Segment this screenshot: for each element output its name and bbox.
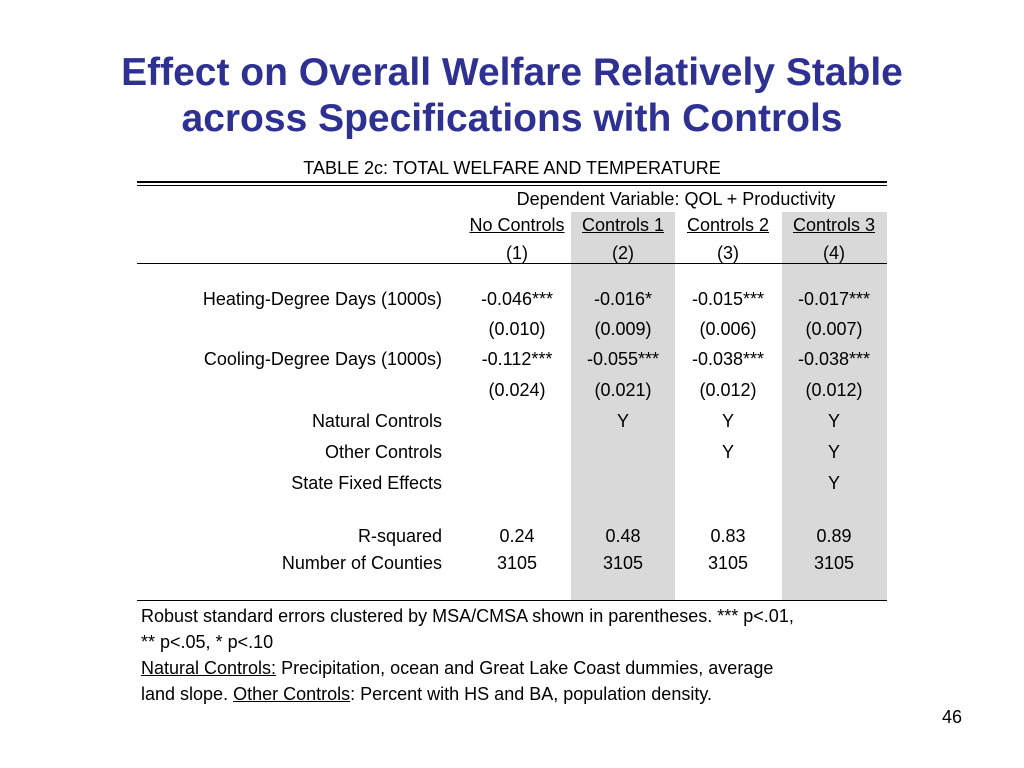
notes-natural-controls: Natural Controls: Precipitation, ocean a… bbox=[141, 655, 886, 681]
table-cell: Y bbox=[616, 411, 629, 431]
notes-other-controls: land slope. Other Controls: Percent with… bbox=[141, 681, 886, 707]
table-cell: (0.010) bbox=[488, 319, 546, 339]
row-label: R-squared bbox=[357, 526, 442, 546]
column-header-3: Controls 2 bbox=[686, 215, 770, 235]
table-cell: (0.024) bbox=[488, 380, 546, 400]
page-number: 46 bbox=[941, 707, 962, 727]
top-rule-1 bbox=[137, 181, 887, 183]
column-number-4: (4) bbox=[823, 243, 845, 263]
natural-controls-text: Precipitation, ocean and Great Lake Coas… bbox=[276, 658, 774, 678]
row-label: Natural Controls bbox=[311, 411, 442, 431]
table-notes: Robust standard errors clustered by MSA/… bbox=[141, 603, 886, 707]
table-cell: Y bbox=[827, 411, 840, 431]
table-cell: -0.017*** bbox=[797, 289, 871, 309]
table-cell: 0.48 bbox=[605, 526, 641, 546]
header-rule bbox=[137, 263, 887, 264]
natural-controls-text-2: land slope. bbox=[141, 684, 234, 704]
row-label: Heating-Degree Days (1000s) bbox=[202, 289, 442, 309]
table-cell: 3105 bbox=[602, 553, 644, 573]
table-caption: TABLE 2c: TOTAL WELFARE AND TEMPERATURE bbox=[303, 158, 721, 178]
row-label: Cooling-Degree Days (1000s) bbox=[203, 349, 442, 369]
table-cell: -0.046*** bbox=[480, 289, 554, 309]
other-controls-label: Other Controls bbox=[233, 684, 351, 704]
notes-line-2: ** p<.05, * p<.10 bbox=[141, 632, 274, 652]
table-cell: -0.038*** bbox=[797, 349, 871, 369]
table-cell: 3105 bbox=[707, 553, 749, 573]
table-cell: (0.006) bbox=[699, 319, 757, 339]
table-cell: Y bbox=[827, 442, 840, 462]
slide-title: Effect on Overall Welfare Relatively Sta… bbox=[0, 50, 1024, 142]
table-cell: -0.016* bbox=[593, 289, 653, 309]
table-cell: (0.012) bbox=[805, 380, 863, 400]
column-number-2: (2) bbox=[612, 243, 634, 263]
table-cell: (0.012) bbox=[699, 380, 757, 400]
table-cell: (0.007) bbox=[805, 319, 863, 339]
notes-line-1: Robust standard errors clustered by MSA/… bbox=[141, 606, 794, 626]
natural-controls-label: Natural Controls: bbox=[141, 658, 277, 678]
table-cell: Y bbox=[827, 473, 840, 493]
row-label: State Fixed Effects bbox=[291, 473, 442, 493]
title-line-2: across Specifications with Controls bbox=[181, 97, 843, 140]
column-header-2: Controls 1 bbox=[581, 215, 665, 235]
top-rule-2 bbox=[137, 185, 887, 186]
shade-column-2 bbox=[571, 212, 675, 600]
bottom-rule bbox=[137, 600, 887, 601]
column-number-1: (1) bbox=[506, 243, 528, 263]
dependent-variable-label: Dependent Variable: QOL + Productivity bbox=[516, 189, 836, 209]
column-header-4: Controls 3 bbox=[792, 215, 876, 235]
table-cell: Y bbox=[721, 442, 734, 462]
title-line-1: Effect on Overall Welfare Relatively Sta… bbox=[121, 51, 903, 94]
table-cell: -0.015*** bbox=[691, 289, 765, 309]
shade-column-4 bbox=[782, 212, 887, 600]
column-header-1: No Controls bbox=[469, 215, 565, 235]
table-cell: -0.038*** bbox=[691, 349, 765, 369]
table-cell: -0.055*** bbox=[586, 349, 660, 369]
table-cell: 3105 bbox=[496, 553, 538, 573]
table-cell: Y bbox=[721, 411, 734, 431]
table-cell: 0.83 bbox=[710, 526, 746, 546]
row-label: Other Controls bbox=[324, 442, 442, 462]
table-cell: (0.021) bbox=[594, 380, 652, 400]
table-cell: 0.89 bbox=[816, 526, 852, 546]
table-cell: 3105 bbox=[813, 553, 855, 573]
table-cell: -0.112*** bbox=[481, 349, 553, 369]
other-controls-text: : Percent with HS and BA, population den… bbox=[350, 684, 712, 704]
row-label: Number of Counties bbox=[281, 553, 442, 573]
table-cell: (0.009) bbox=[594, 319, 652, 339]
column-number-3: (3) bbox=[717, 243, 739, 263]
table-cell: 0.24 bbox=[499, 526, 535, 546]
